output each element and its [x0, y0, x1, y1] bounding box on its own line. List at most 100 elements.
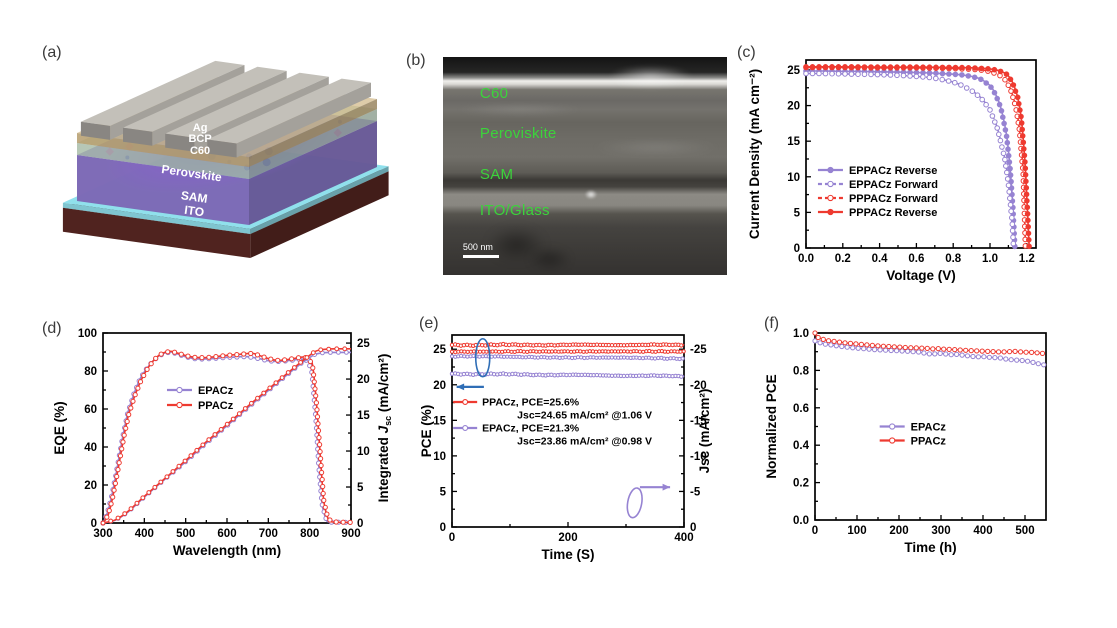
svg-text:EPACz: EPACz — [911, 422, 947, 434]
svg-text:500: 500 — [1015, 525, 1034, 537]
svg-text:EPPACz Reverse: EPPACz Reverse — [849, 165, 937, 177]
panel-label-e: (e) — [419, 315, 439, 332]
svg-text:0.2: 0.2 — [835, 253, 851, 265]
svg-text:5: 5 — [440, 486, 447, 498]
svg-text:25: 25 — [787, 65, 800, 77]
svg-text:600: 600 — [217, 528, 236, 540]
svg-text:0.8: 0.8 — [945, 253, 962, 265]
svg-text:PPPACz Forward: PPPACz Forward — [849, 193, 938, 205]
eqe-integrated-jsc-chart: 300 400 500 600 700 800 9000204060801000510152… — [52, 328, 393, 558]
svg-text:1.2: 1.2 — [1019, 253, 1035, 265]
svg-text:400: 400 — [674, 532, 693, 544]
svg-text:Jsc (mA/cm²): Jsc (mA/cm²) — [697, 389, 712, 474]
svg-text:100: 100 — [78, 328, 97, 340]
svg-text:10: 10 — [787, 172, 800, 184]
svg-text:Current Density (mA cm⁻²): Current Density (mA cm⁻²) — [747, 69, 762, 239]
svg-text:0.8: 0.8 — [793, 365, 810, 377]
scale-bar-line — [462, 255, 499, 259]
svg-text:PPACz, PCE=25.6%: PPACz, PCE=25.6% — [482, 397, 580, 409]
scale-bar-label: 500 nm — [462, 242, 493, 253]
svg-text:-15: -15 — [690, 415, 707, 427]
svg-text:0.0: 0.0 — [798, 253, 814, 265]
svg-text:20: 20 — [84, 480, 97, 492]
sem-image-panel: C60 Peroviskite SAM ITO/Glass 500 nm — [443, 57, 727, 275]
svg-text:0: 0 — [440, 522, 446, 534]
svg-text:200: 200 — [889, 525, 908, 537]
svg-text:0.6: 0.6 — [908, 253, 924, 265]
svg-text:0: 0 — [91, 518, 97, 530]
svg-text:80: 80 — [84, 366, 97, 378]
svg-text:PPPACz Reverse: PPPACz Reverse — [849, 207, 937, 219]
svg-text:25: 25 — [357, 338, 370, 350]
panel-label-a: (a) — [42, 44, 62, 61]
panel-label-f: (f) — [764, 315, 780, 332]
sem-streak — [454, 102, 585, 116]
svg-text:EPACz: EPACz — [198, 385, 234, 397]
svg-text:Voltage (V): Voltage (V) — [886, 268, 956, 283]
svg-text:-25: -25 — [690, 344, 707, 356]
svg-text:-20: -20 — [690, 380, 707, 392]
svg-text:EPACz, PCE=21.3%: EPACz, PCE=21.3% — [482, 423, 580, 435]
svg-text:300: 300 — [93, 528, 112, 540]
svg-text:BCP: BCP — [188, 133, 211, 145]
svg-text:Jsc=24.65 mA/cm² @1.06 V: Jsc=24.65 mA/cm² @1.06 V — [517, 410, 652, 422]
svg-text:ITO: ITO — [183, 203, 205, 220]
svg-text:PPACz: PPACz — [198, 400, 234, 412]
svg-text:10: 10 — [357, 446, 370, 458]
svg-text:40: 40 — [84, 442, 97, 454]
sem-streak — [590, 139, 722, 156]
svg-text:PCE (%): PCE (%) — [419, 405, 434, 458]
svg-text:15: 15 — [787, 136, 800, 148]
svg-text:20: 20 — [433, 380, 446, 392]
svg-text:Time (S): Time (S) — [541, 547, 594, 562]
svg-text:Integrated Jsc (mA/cm²): Integrated Jsc (mA/cm²) — [376, 354, 393, 503]
svg-text:0.4: 0.4 — [793, 440, 810, 452]
svg-text:0.0: 0.0 — [793, 515, 809, 527]
svg-text:400: 400 — [135, 528, 154, 540]
svg-text:0: 0 — [449, 532, 455, 544]
svg-text:60: 60 — [84, 404, 97, 416]
svg-text:-10: -10 — [690, 451, 707, 463]
svg-text:-5: -5 — [690, 486, 701, 498]
sem-label-sam: SAM — [479, 166, 514, 183]
svg-text:Normalized PCE: Normalized PCE — [764, 374, 779, 478]
svg-text:PPACz: PPACz — [911, 436, 947, 448]
svg-text:EQE (%): EQE (%) — [52, 401, 67, 454]
svg-text:1.0: 1.0 — [982, 253, 998, 265]
svg-text:SAM: SAM — [180, 188, 208, 206]
svg-text:Time (h): Time (h) — [904, 540, 956, 555]
svg-text:25: 25 — [433, 344, 446, 356]
svg-text:0.4: 0.4 — [872, 253, 889, 265]
svg-text:20: 20 — [787, 101, 800, 113]
svg-text:1.0: 1.0 — [793, 328, 809, 340]
panel-label-b: (b) — [406, 52, 426, 69]
svg-text:Ag: Ag — [193, 122, 208, 134]
svg-text:0.2: 0.2 — [793, 478, 809, 490]
scale-bar: 500 nm — [462, 242, 499, 259]
svg-text:800: 800 — [300, 528, 319, 540]
svg-text:15: 15 — [357, 410, 370, 422]
sem-label-perovskite: Peroviskite — [479, 124, 557, 142]
svg-text:300: 300 — [931, 525, 950, 537]
svg-text:0: 0 — [794, 243, 800, 255]
sem-label-ito-glass: ITO/Glass — [479, 201, 550, 219]
svg-text:15: 15 — [433, 415, 446, 427]
panel-label-d: (d) — [42, 320, 62, 337]
svg-text:5: 5 — [794, 207, 801, 219]
sem-label-c60: C60 — [479, 85, 509, 103]
svg-text:0.6: 0.6 — [793, 403, 809, 415]
svg-text:500: 500 — [176, 528, 195, 540]
svg-text:200: 200 — [558, 532, 577, 544]
svg-text:Wavelength (nm): Wavelength (nm) — [173, 543, 281, 558]
jv-curves-chart: 0.0 0.2 0.4 0.6 0.8 1.0 1.2 0 5 10 15 20 25 Voltage (… — [747, 59, 1037, 283]
svg-text:Jsc=23.86 mA/cm² @0.98 V: Jsc=23.86 mA/cm² @0.98 V — [517, 436, 652, 448]
sem-dark-blob — [528, 246, 571, 271]
svg-text:0: 0 — [812, 525, 818, 537]
svg-text:700: 700 — [259, 528, 278, 540]
normalized-pce-stability-chart: 0 100 200 300 400 500 0.0 0.2 0.4 0.6 0.8 1.0 Time (… — [764, 328, 1047, 555]
svg-text:0: 0 — [690, 522, 696, 534]
panel-label-c: (c) — [737, 44, 756, 61]
